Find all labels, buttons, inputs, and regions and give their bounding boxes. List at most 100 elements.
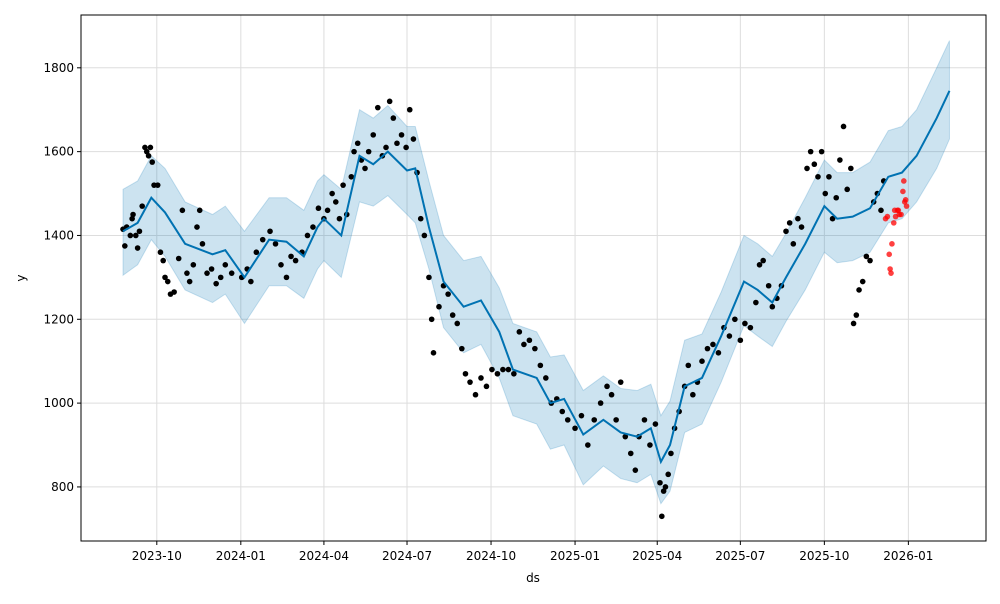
actual-point	[383, 144, 389, 151]
x-axis: 2023-10 2024-01 2024-04 2024-07 2024-10 2025-…	[132, 541, 933, 563]
actual-point	[578, 412, 585, 419]
actual-point	[641, 417, 648, 423]
actual-point	[585, 442, 591, 448]
y-tick-label: 1200	[43, 312, 74, 326]
actual-point	[351, 148, 357, 155]
uncertainty-interval	[122, 40, 950, 505]
actual-point	[878, 207, 884, 214]
actual-point	[459, 345, 465, 352]
actual-point	[532, 345, 538, 352]
actual-point	[134, 245, 141, 251]
actual-point	[145, 153, 152, 159]
actual-point	[436, 303, 442, 310]
actual-point	[324, 207, 331, 214]
actual-point	[406, 106, 413, 113]
actual-point	[613, 417, 619, 423]
actual-point	[410, 136, 417, 142]
actual-point	[856, 287, 862, 293]
actual-point	[837, 157, 843, 163]
actual-point	[179, 207, 186, 214]
actual-point	[622, 433, 629, 440]
actual-point	[690, 391, 696, 398]
actual-point	[511, 370, 517, 377]
actual-point	[500, 366, 506, 373]
test-point	[890, 220, 897, 226]
actual-point	[171, 289, 177, 295]
x-tick-label: 2024-07	[382, 549, 432, 563]
actual-point	[160, 257, 166, 264]
actual-point	[132, 232, 139, 239]
test-point	[886, 251, 892, 258]
actual-point	[175, 255, 182, 262]
actual-point	[668, 450, 674, 457]
actual-point	[278, 261, 284, 268]
actual-point	[617, 379, 624, 385]
x-tick-label: 2025-10	[799, 549, 849, 563]
grid	[81, 15, 986, 541]
actual-point	[184, 270, 190, 276]
actual-point	[478, 375, 484, 381]
actual-point	[807, 148, 814, 155]
x-tick-label: 2024-04	[299, 549, 349, 563]
actual-point	[139, 203, 145, 209]
actual-point	[213, 280, 219, 287]
actual-point	[715, 350, 722, 356]
actual-point	[822, 190, 829, 197]
actual-point	[403, 144, 409, 151]
actual-point	[867, 257, 873, 264]
actual-point	[143, 148, 150, 155]
actual-point	[710, 341, 716, 348]
actual-point	[604, 383, 610, 390]
x-tick-label: 2025-04	[632, 549, 682, 563]
actual-point	[310, 224, 316, 230]
actual-point	[597, 400, 604, 406]
y-tick-label: 1400	[43, 228, 74, 242]
test-point	[901, 178, 907, 184]
actual-point	[543, 375, 549, 381]
x-tick-label: 2026-01	[883, 549, 933, 563]
actual-point	[142, 144, 148, 151]
actual-point	[753, 299, 759, 306]
actual-point	[222, 261, 229, 268]
test-point	[902, 197, 909, 203]
actual-point	[742, 320, 748, 327]
actual-point	[483, 383, 490, 390]
actual-points	[120, 98, 887, 520]
actual-point	[760, 257, 766, 264]
x-tick-label: 2023-10	[132, 549, 182, 563]
actual-point	[340, 182, 346, 188]
actual-point	[462, 370, 469, 377]
actual-point	[665, 471, 671, 478]
actual-point	[627, 450, 634, 457]
y-tick-label: 1800	[43, 61, 74, 75]
actual-point	[726, 333, 733, 339]
actual-point	[659, 513, 665, 520]
actual-point	[390, 115, 397, 121]
forecast-yhat-line	[122, 90, 951, 465]
actual-point	[662, 484, 669, 490]
actual-point	[685, 362, 692, 369]
actual-point	[467, 379, 473, 385]
actual-point	[844, 186, 850, 193]
test-points	[882, 178, 910, 276]
plot-frame	[80, 14, 987, 542]
actual-point	[127, 232, 134, 239]
actual-point	[647, 442, 653, 448]
actual-point	[445, 291, 451, 297]
actual-point	[394, 140, 400, 147]
actual-point	[417, 215, 424, 222]
actual-point	[426, 274, 432, 281]
actual-point	[122, 243, 128, 249]
actual-point	[704, 345, 711, 352]
actual-point	[386, 98, 393, 105]
actual-point	[521, 341, 527, 348]
actual-point	[505, 366, 512, 373]
actual-point	[129, 215, 135, 222]
actual-point	[370, 132, 377, 138]
actual-point	[332, 199, 339, 205]
y-axis: 800 1000 1200 1400 1600 1800	[43, 61, 81, 494]
actual-point	[859, 278, 866, 285]
actual-point	[196, 207, 203, 214]
actual-point	[288, 253, 294, 260]
